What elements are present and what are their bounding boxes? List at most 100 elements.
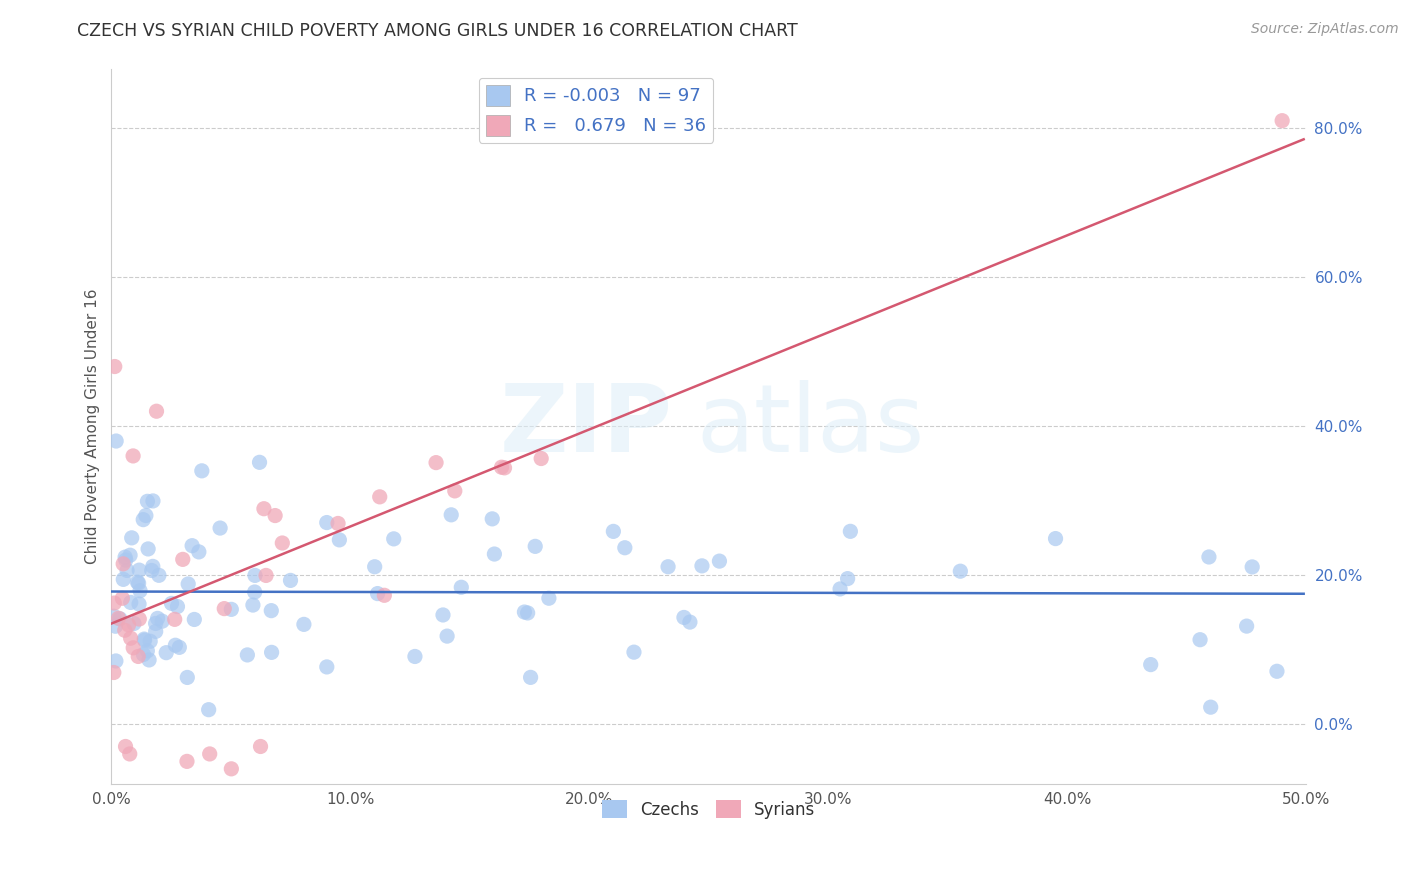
Point: [516, 606, 538, 620]
Point: [613, 541, 636, 555]
Point: [1045, 532, 1067, 546]
Point: [141, 564, 163, 578]
Point: [315, 660, 337, 674]
Point: [169, 640, 191, 655]
Text: Source: ZipAtlas.com: Source: ZipAtlas.com: [1251, 22, 1399, 37]
Point: [111, 591, 134, 606]
Point: [214, 601, 236, 615]
Point: [1198, 549, 1220, 564]
Point: [136, 541, 159, 556]
Point: [112, 557, 135, 571]
Point: [122, 449, 145, 463]
Point: [187, 545, 209, 559]
Point: [1236, 619, 1258, 633]
Point: [264, 508, 287, 523]
Point: [221, 602, 243, 616]
Point: [177, 577, 200, 591]
Point: [120, 548, 142, 562]
Point: [114, 624, 136, 638]
Point: [155, 646, 177, 660]
Point: [363, 559, 385, 574]
Point: [176, 670, 198, 684]
Point: [183, 612, 205, 626]
Point: [623, 645, 645, 659]
Point: [146, 611, 169, 625]
Y-axis label: Child Poverty Among Girls Under 16: Child Poverty Among Girls Under 16: [86, 288, 100, 564]
Point: [243, 585, 266, 599]
Point: [672, 610, 695, 624]
Point: [103, 665, 125, 680]
Point: [328, 533, 350, 547]
Text: ZIP: ZIP: [501, 380, 673, 472]
Point: [690, 558, 713, 573]
Point: [243, 568, 266, 582]
Point: [104, 359, 127, 374]
Point: [292, 617, 315, 632]
Point: [197, 703, 219, 717]
Point: [1271, 113, 1294, 128]
Point: [115, 564, 138, 578]
Point: [1265, 665, 1288, 679]
Point: [491, 460, 513, 475]
Point: [271, 536, 294, 550]
Point: [127, 575, 149, 590]
Point: [830, 582, 852, 596]
Point: [209, 521, 232, 535]
Point: [373, 588, 395, 602]
Point: [136, 494, 159, 508]
Point: [128, 597, 150, 611]
Point: [136, 644, 159, 658]
Point: [326, 516, 349, 531]
Text: CZECH VS SYRIAN CHILD POVERTY AMONG GIRLS UNDER 16 CORRELATION CHART: CZECH VS SYRIAN CHILD POVERTY AMONG GIRL…: [77, 22, 799, 40]
Point: [160, 596, 183, 610]
Legend: Czechs, Syrians: Czechs, Syrians: [595, 794, 823, 825]
Point: [145, 616, 167, 631]
Point: [519, 670, 541, 684]
Point: [150, 614, 173, 628]
Point: [105, 434, 128, 448]
Point: [103, 596, 125, 610]
Point: [249, 455, 271, 469]
Point: [142, 559, 165, 574]
Point: [432, 607, 454, 622]
Point: [107, 611, 129, 625]
Point: [602, 524, 624, 539]
Point: [128, 612, 150, 626]
Point: [127, 649, 149, 664]
Point: [104, 654, 127, 668]
Point: [163, 612, 186, 626]
Point: [172, 552, 194, 566]
Point: [513, 605, 536, 619]
Point: [120, 632, 142, 646]
Point: [404, 649, 426, 664]
Point: [242, 598, 264, 612]
Point: [530, 451, 553, 466]
Point: [679, 615, 702, 629]
Point: [165, 638, 187, 652]
Point: [128, 576, 150, 591]
Point: [132, 513, 155, 527]
Point: [253, 501, 276, 516]
Point: [1139, 657, 1161, 672]
Point: [114, 553, 136, 567]
Point: [129, 583, 152, 598]
Point: [221, 762, 243, 776]
Point: [537, 591, 560, 606]
Point: [134, 633, 156, 648]
Point: [443, 483, 465, 498]
Point: [1241, 560, 1264, 574]
Point: [524, 540, 547, 554]
Point: [1199, 700, 1222, 714]
Point: [425, 456, 447, 470]
Point: [315, 516, 337, 530]
Point: [176, 755, 198, 769]
Point: [135, 508, 157, 523]
Point: [122, 616, 145, 631]
Point: [236, 648, 259, 662]
Point: [709, 554, 731, 568]
Point: [181, 539, 204, 553]
Point: [134, 632, 156, 646]
Point: [657, 559, 679, 574]
Point: [260, 645, 283, 659]
Point: [108, 612, 131, 626]
